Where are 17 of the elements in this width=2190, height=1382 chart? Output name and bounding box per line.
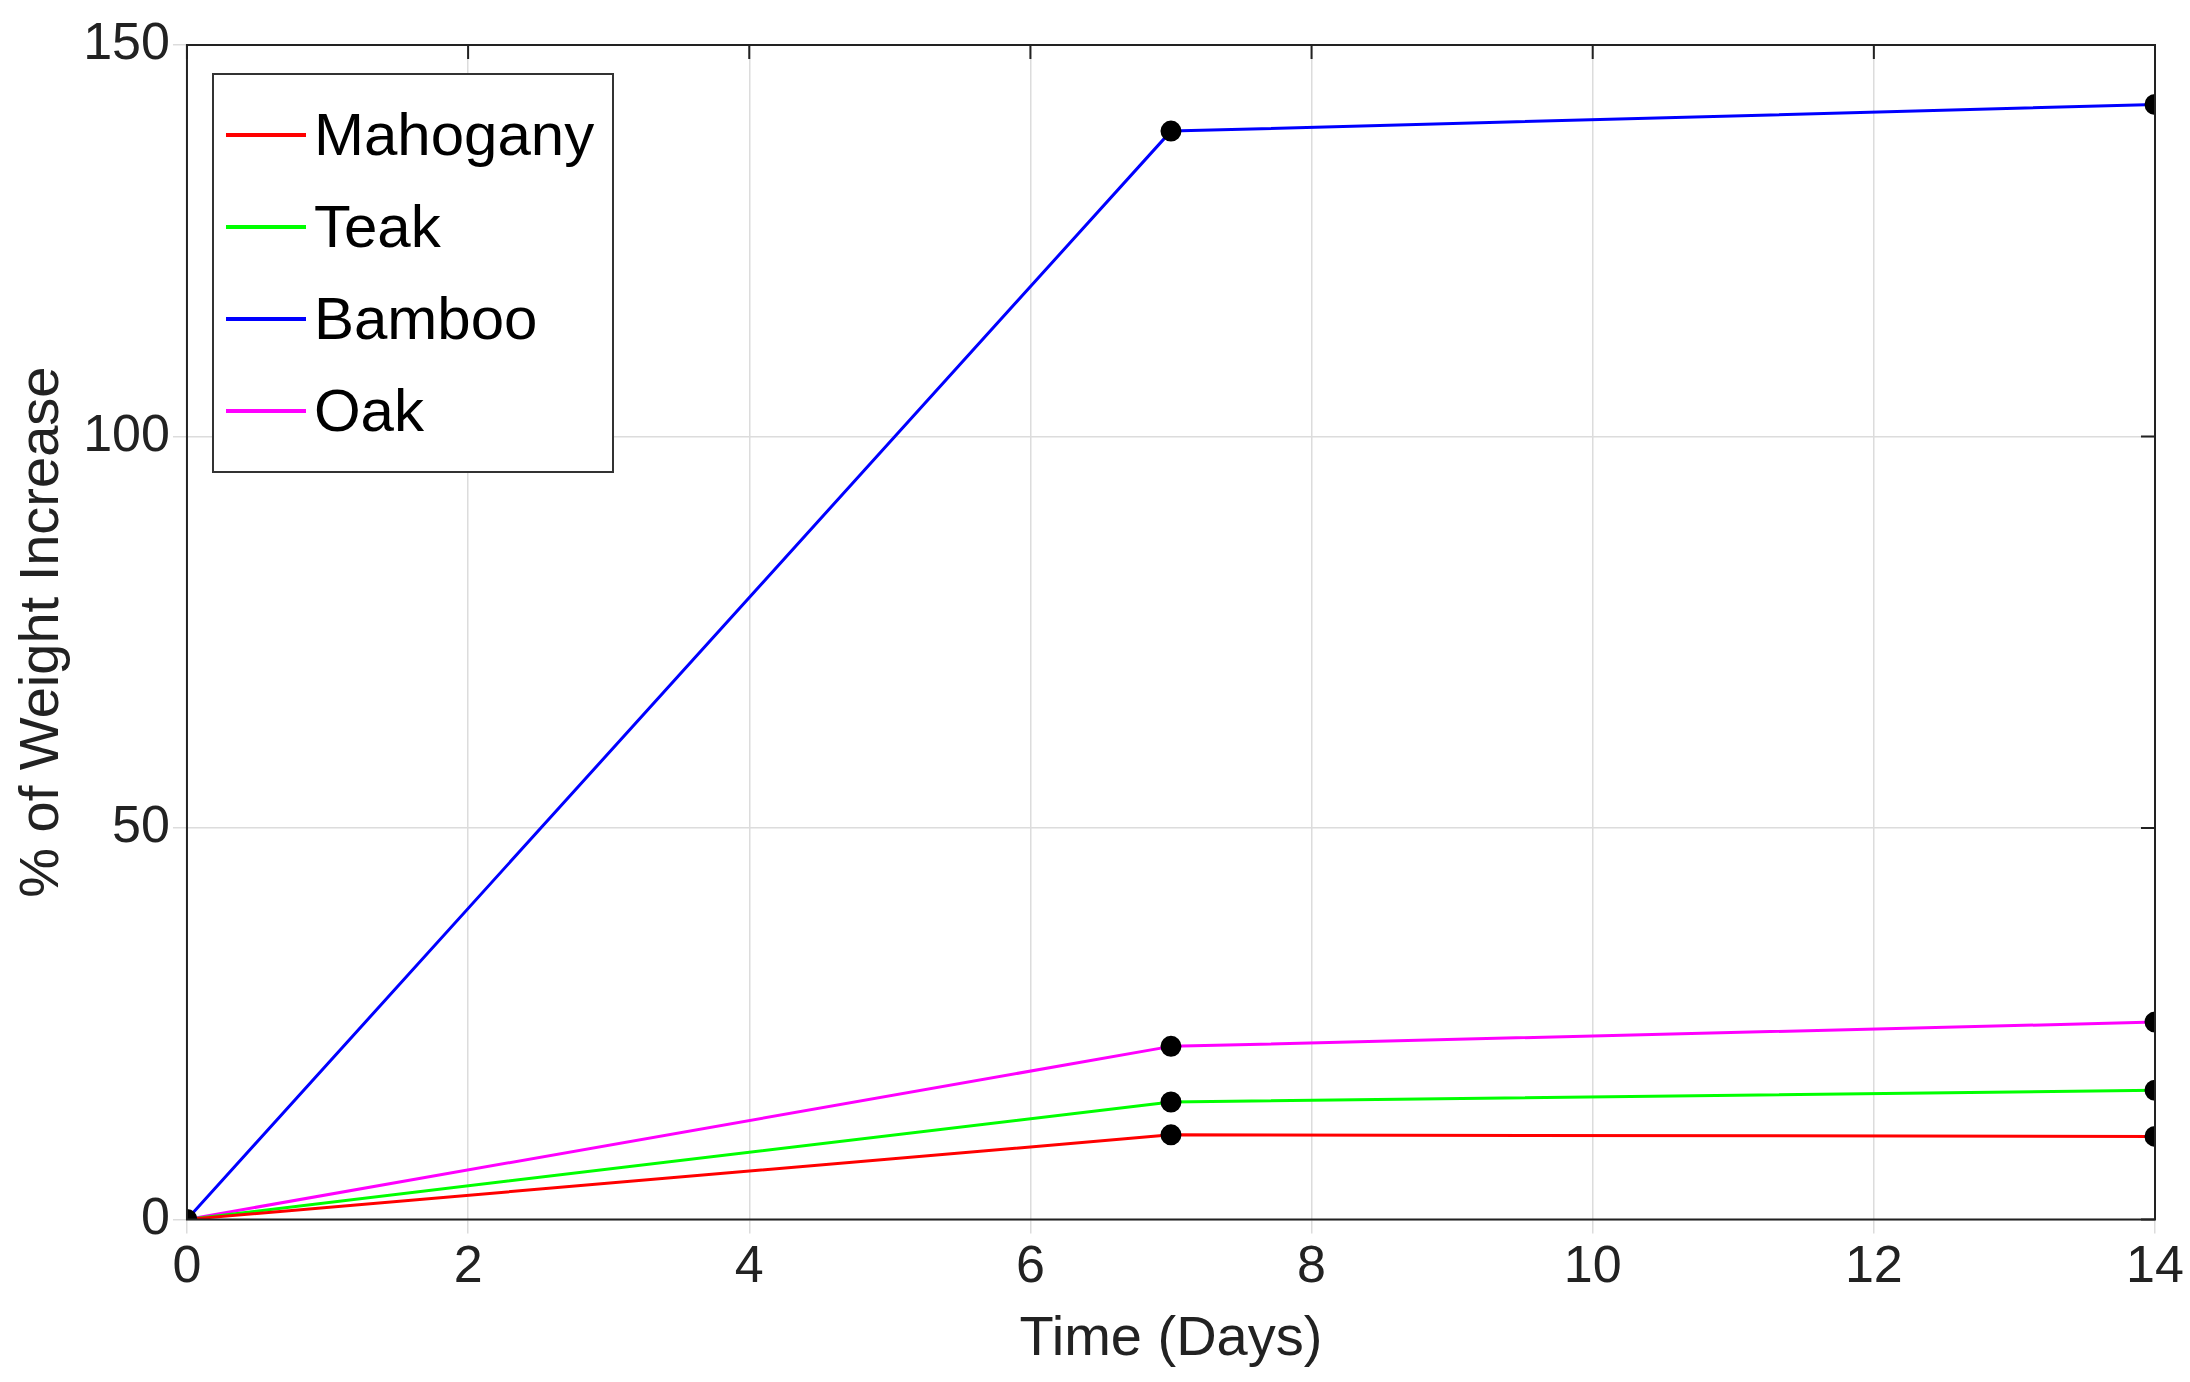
y-tick-label: 0 bbox=[141, 1186, 170, 1245]
x-tick-label: 14 bbox=[2126, 1234, 2184, 1293]
y-axis-title: % of Weight Increase bbox=[7, 366, 71, 898]
x-tick-label: 8 bbox=[1297, 1234, 1327, 1293]
y-tick-label: 150 bbox=[83, 12, 170, 71]
x-tick-label: 4 bbox=[734, 1234, 764, 1293]
legend-label: Teak bbox=[313, 192, 441, 262]
x-tick-label: 2 bbox=[453, 1234, 483, 1293]
legend-label: Oak bbox=[313, 376, 424, 446]
legend-label: Mahogany bbox=[313, 100, 595, 170]
x-tick-label: 10 bbox=[1563, 1234, 1622, 1293]
y-tick-label: 50 bbox=[112, 795, 170, 854]
y-tick-label: 100 bbox=[83, 403, 170, 462]
x-axis-title: Time (Days) bbox=[1019, 1303, 1323, 1367]
x-tick-label: 12 bbox=[1844, 1234, 1903, 1293]
x-tick-label: 6 bbox=[1015, 1234, 1045, 1293]
legend-label: Bamboo bbox=[313, 284, 538, 354]
